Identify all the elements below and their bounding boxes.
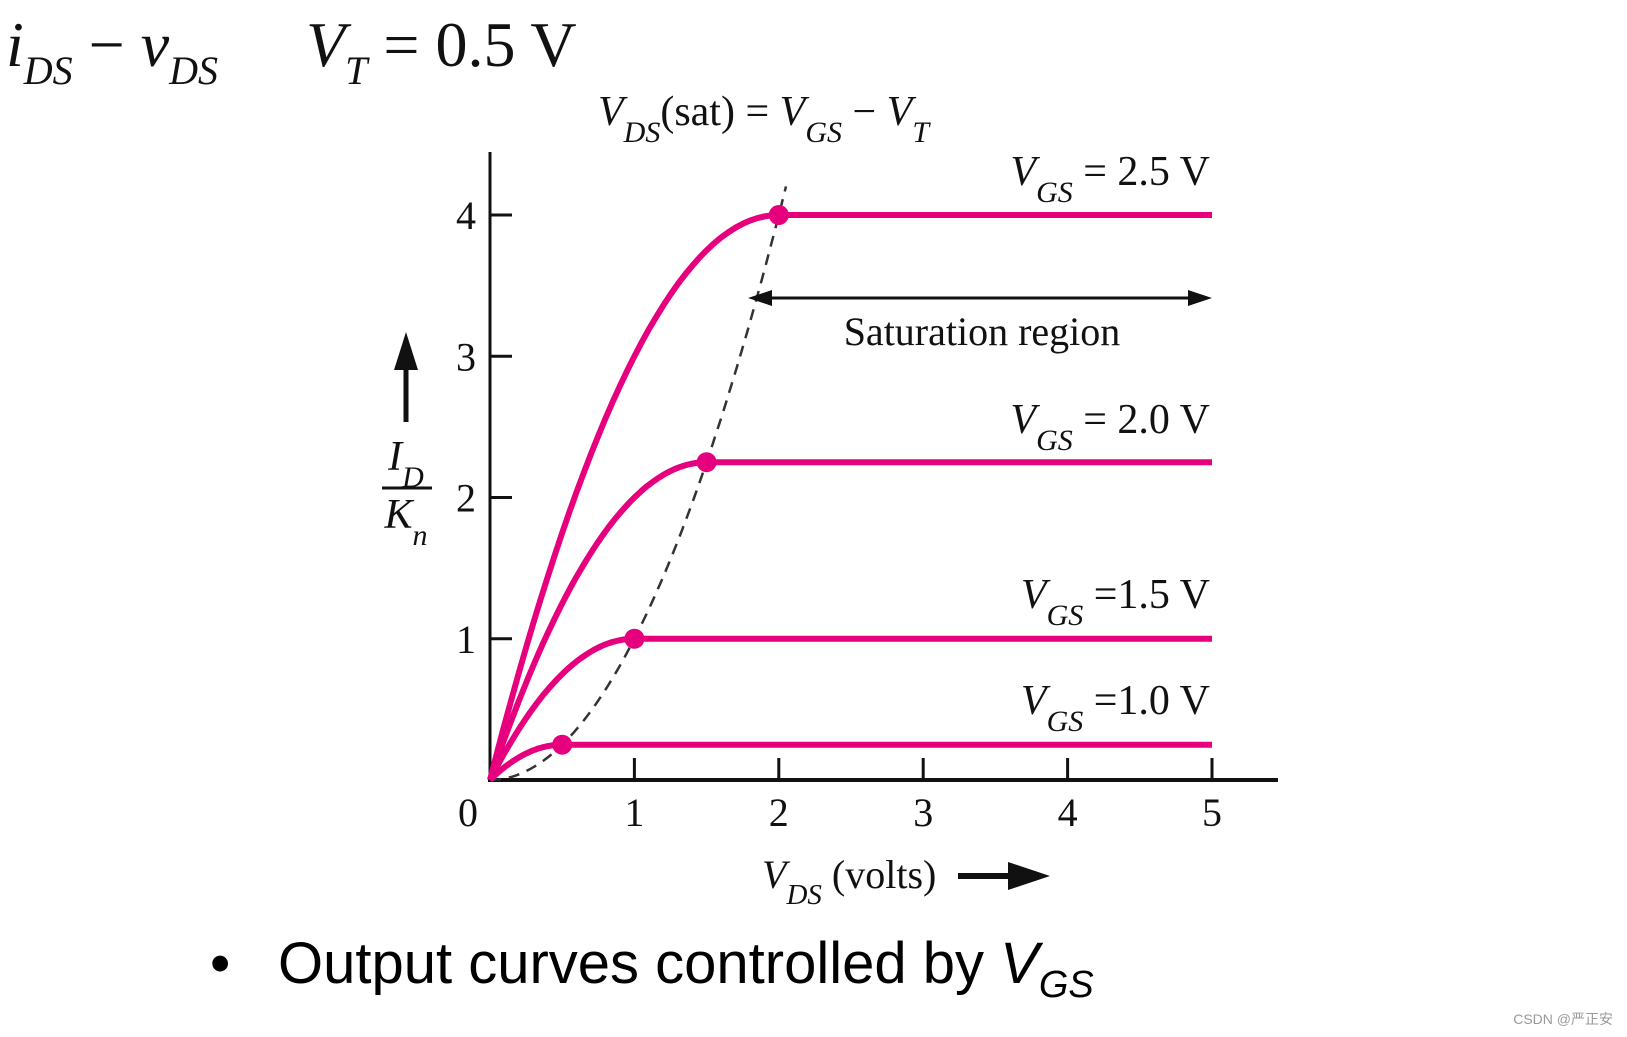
x-tick-label: 0 xyxy=(458,790,478,835)
heading-vt-sub: T xyxy=(345,48,368,93)
watermark: CSDN @严正安 xyxy=(1513,1011,1613,1027)
x-axis-label: VDS (volts) xyxy=(762,852,1050,911)
vdsat-point xyxy=(696,452,717,473)
arrow-right-icon xyxy=(1188,290,1212,306)
y-tick-label: 3 xyxy=(456,334,476,379)
vdsat-dashed-curve xyxy=(489,186,788,782)
series-line xyxy=(487,459,1212,781)
chart-labels: VGS = 2.5 V VGS = 2.0 V VGS =1.5 V VGS =1.0… xyxy=(382,89,1212,911)
heading-v: v xyxy=(140,9,170,80)
bullet-text: Output curves controlled by xyxy=(278,931,1001,996)
bullet-var: V xyxy=(1000,931,1039,996)
y-label-numerator: ID xyxy=(387,434,424,494)
heading-formula: iDS − vDS VT = 0.5 V xyxy=(6,8,577,98)
heading-minus: − xyxy=(72,9,141,80)
series-label: VGS = 2.5 V xyxy=(1010,149,1210,209)
x-tick-label: 1 xyxy=(624,790,644,835)
series-vgs-2.5 xyxy=(487,205,1212,781)
x-tick-label: 4 xyxy=(1058,790,1078,835)
heading-v-sub: DS xyxy=(169,48,219,93)
series-line xyxy=(487,212,1212,781)
y-tick-label: 2 xyxy=(456,476,476,521)
heading-vt: V xyxy=(306,9,346,80)
series-label: VGS = 2.0 V xyxy=(1010,397,1210,457)
heading-i-sub: DS xyxy=(23,48,73,93)
saturation-arrow xyxy=(748,290,1212,306)
x-tick-label: 2 xyxy=(769,790,789,835)
series-label: VGS =1.0 V xyxy=(1021,678,1210,738)
arrow-right-icon xyxy=(1008,862,1050,890)
heading-vt-value: = 0.5 V xyxy=(367,9,577,80)
boundary-label: VDS(sat) = VGS − VT xyxy=(598,89,931,149)
x-tick-label: 5 xyxy=(1202,790,1222,835)
vdsat-point xyxy=(768,205,789,225)
vdsat-point xyxy=(624,628,645,649)
vdsat-point xyxy=(552,734,573,755)
bullet-caption: • Output curves controlled by VGS xyxy=(210,930,1094,1007)
chart-axes xyxy=(488,152,1278,782)
series-line xyxy=(487,741,1212,783)
bullet-dot-icon: • xyxy=(210,931,231,996)
series-vgs-2 xyxy=(487,452,1212,781)
arrow-up-icon xyxy=(394,332,418,370)
chart-curves xyxy=(487,205,1212,783)
series-vgs-1 xyxy=(487,734,1212,783)
vdsat-boundary xyxy=(489,186,788,782)
y-label-denominator: Kn xyxy=(383,492,427,552)
chart-ticks: 0 1 2 3 4 5 1 2 3 4 xyxy=(456,193,1222,835)
series-vgs-1.5 xyxy=(487,628,1212,782)
x-label-text: VDS (volts) xyxy=(762,852,936,911)
bullet-var-sub: GS xyxy=(1038,964,1094,1006)
arrow-left-icon xyxy=(748,290,772,306)
heading-i: i xyxy=(6,9,24,80)
y-tick-label: 4 xyxy=(456,193,476,238)
saturation-region-label: Saturation region xyxy=(844,309,1121,354)
series-label: VGS =1.5 V xyxy=(1021,572,1210,632)
series-line xyxy=(487,635,1212,782)
y-tick-label: 1 xyxy=(456,617,476,662)
x-tick-label: 3 xyxy=(913,790,933,835)
